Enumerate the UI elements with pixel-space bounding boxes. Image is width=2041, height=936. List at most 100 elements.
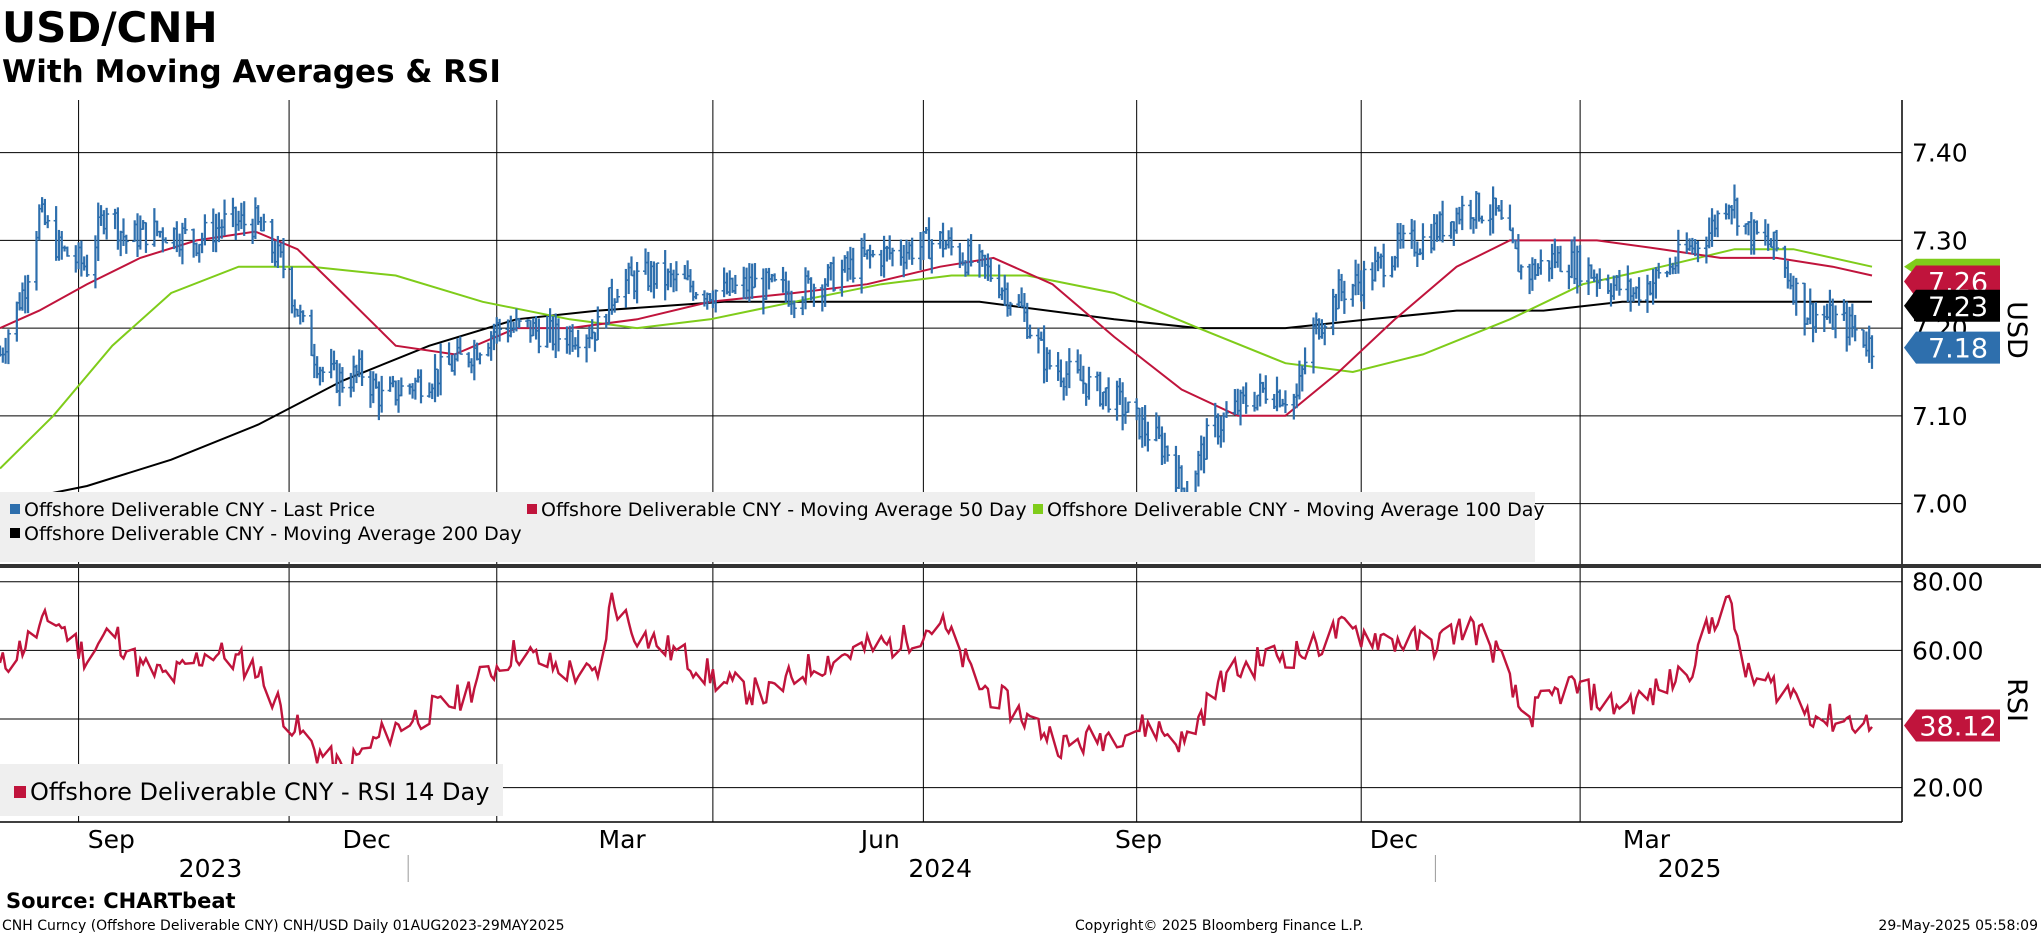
price-bar bbox=[693, 292, 699, 300]
price-bar bbox=[1381, 243, 1387, 288]
price-bar bbox=[1243, 382, 1249, 414]
price-bar bbox=[791, 300, 797, 319]
price-bar bbox=[84, 254, 90, 277]
price-bar bbox=[1361, 260, 1367, 310]
price-bar bbox=[241, 201, 247, 236]
x-month-label: Mar bbox=[1623, 825, 1671, 854]
price-bar bbox=[1577, 245, 1583, 287]
price-bar bbox=[438, 343, 444, 396]
price-bar bbox=[1145, 421, 1151, 452]
price-bar bbox=[143, 221, 149, 253]
price-bar bbox=[1636, 277, 1642, 306]
price-tick-label: 7.30 bbox=[1912, 226, 1968, 255]
price-bar bbox=[1852, 314, 1858, 342]
price-bar bbox=[379, 375, 385, 413]
price-bar bbox=[1754, 220, 1760, 235]
x-year-label: 2023 bbox=[179, 854, 243, 883]
price-bar bbox=[1204, 418, 1210, 460]
price-bar bbox=[1165, 445, 1171, 462]
svg-text:7.18: 7.18 bbox=[1928, 334, 1988, 365]
x-month-label: Sep bbox=[88, 825, 135, 854]
price-bar bbox=[1420, 223, 1426, 260]
price-tick-label: 7.40 bbox=[1912, 139, 1968, 168]
price-bar bbox=[811, 283, 817, 307]
price-bar bbox=[988, 258, 994, 282]
price-bar bbox=[614, 288, 620, 303]
price-bar bbox=[45, 215, 51, 229]
rsi-legend-box bbox=[0, 764, 503, 816]
price-bar bbox=[1734, 197, 1740, 236]
price-bar bbox=[1086, 366, 1092, 400]
price-legend-item: Offshore Deliverable CNY - Last Price bbox=[10, 499, 375, 521]
price-bar bbox=[1499, 199, 1505, 220]
price-bar bbox=[1007, 301, 1013, 316]
ma200-series bbox=[0, 300, 1872, 505]
ma200-line bbox=[0, 300, 1872, 505]
price-bar bbox=[320, 366, 326, 383]
price-tick-label: 7.10 bbox=[1912, 402, 1968, 431]
price-bar bbox=[1616, 269, 1622, 296]
x-year-label: 2025 bbox=[1658, 854, 1722, 883]
price-bar bbox=[909, 237, 915, 265]
price-bar bbox=[929, 239, 935, 274]
price-bar bbox=[1656, 262, 1662, 279]
price-bar bbox=[1675, 229, 1681, 274]
price-bar bbox=[1459, 195, 1465, 231]
price-bar bbox=[673, 261, 679, 292]
price-bar bbox=[261, 213, 267, 232]
svg-text:7.23: 7.23 bbox=[1928, 292, 1988, 323]
price-bar bbox=[870, 250, 876, 258]
price-bar bbox=[1027, 324, 1033, 339]
price-bar bbox=[732, 274, 738, 294]
x-axis: Sep Dec Mar Jun Sep Dec Mar 2023 2024 2025 bbox=[88, 825, 1722, 883]
price-bar bbox=[1507, 204, 1513, 232]
price-bar bbox=[457, 336, 463, 355]
price-bar bbox=[1440, 200, 1446, 243]
price-bar bbox=[1302, 347, 1308, 375]
price-tick-label: 7.00 bbox=[1912, 490, 1968, 519]
price-legend-item: Offshore Deliverable CNY - Moving Averag… bbox=[1033, 499, 1545, 521]
price-bar bbox=[300, 310, 306, 323]
price-bar bbox=[1793, 277, 1799, 316]
rsi-last-value-flags: 38.12 bbox=[1904, 709, 2000, 742]
price-bar bbox=[418, 369, 424, 404]
rsi-tick-label: 60.00 bbox=[1912, 636, 1984, 665]
price-bar bbox=[556, 318, 562, 352]
svg-text:Offshore Deliverable CNY - Mov: Offshore Deliverable CNY - Moving Averag… bbox=[541, 499, 1027, 521]
price-last-value-flags: 7.267.237.18 bbox=[1904, 258, 2000, 365]
price-legend-box bbox=[0, 492, 1535, 562]
price-bar bbox=[889, 247, 895, 267]
price-bar bbox=[104, 207, 110, 240]
price-bar bbox=[1066, 348, 1072, 389]
rsi-panel: 80.00 60.00 20.00 38.12 RSI Offshore Deliv… bbox=[0, 568, 2032, 823]
price-bar bbox=[1322, 323, 1328, 346]
price-bar bbox=[497, 318, 503, 342]
price-bar bbox=[968, 234, 974, 267]
price-bar bbox=[64, 246, 70, 257]
ma100-series bbox=[0, 248, 1873, 470]
price-panel: 7.407.307.207.107.00 7.267.237.18 USD Of… bbox=[0, 100, 2032, 565]
price-bar bbox=[202, 214, 208, 246]
price-bar bbox=[123, 234, 129, 254]
price-legend-item: Offshore Deliverable CNY - Moving Averag… bbox=[527, 499, 1027, 521]
price-bar bbox=[1106, 377, 1112, 413]
x-month-label: Sep bbox=[1115, 825, 1162, 854]
price-bar bbox=[25, 274, 31, 314]
price-bar bbox=[1223, 401, 1229, 418]
panel-separator[interactable] bbox=[0, 564, 2041, 568]
price-bar bbox=[1813, 302, 1819, 333]
price-bar bbox=[752, 263, 758, 289]
price-bar bbox=[280, 238, 286, 279]
price-tick-labels: 7.407.307.207.107.00 bbox=[1912, 139, 1968, 519]
price-bar bbox=[163, 237, 169, 244]
price-flag: 7.18 bbox=[1904, 331, 2000, 365]
price-bar bbox=[1263, 375, 1269, 404]
x-month-label: Dec bbox=[343, 825, 391, 854]
ma50-line bbox=[0, 230, 1873, 417]
x-month-label: Mar bbox=[599, 825, 647, 854]
price-bar bbox=[1341, 280, 1347, 314]
price-bar bbox=[772, 273, 778, 282]
price-bar bbox=[536, 318, 542, 354]
price-bar bbox=[1125, 401, 1131, 413]
rsi-series bbox=[0, 592, 1873, 779]
